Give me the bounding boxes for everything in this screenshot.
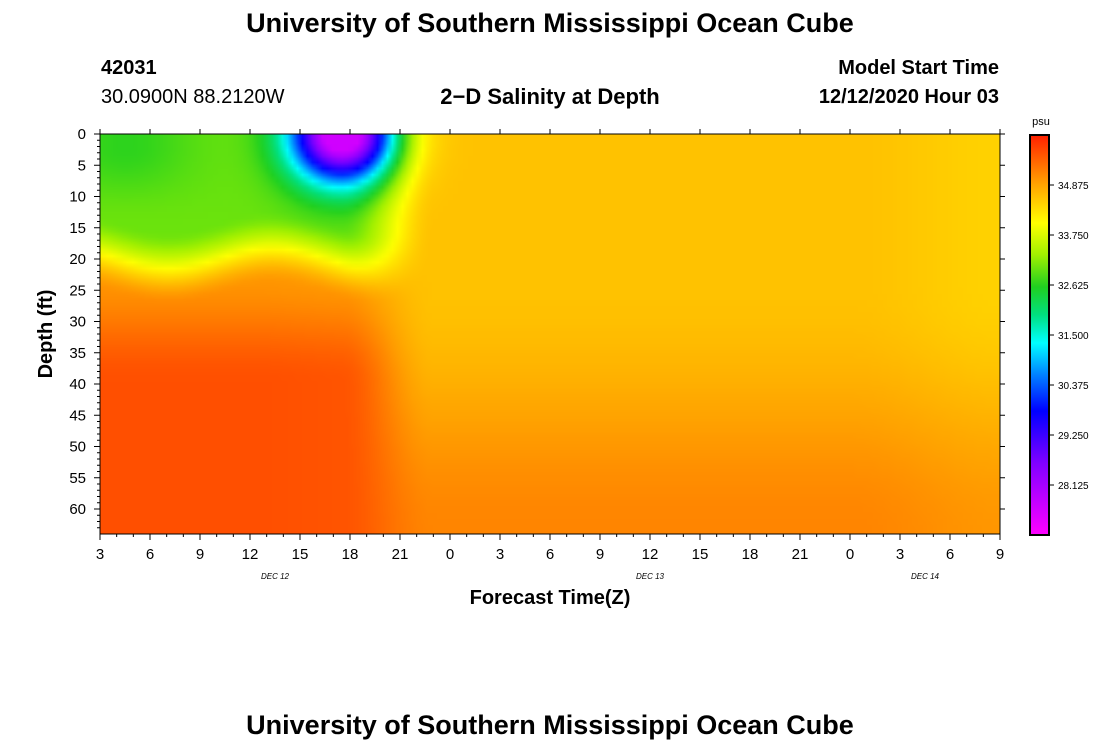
- x-tick-label: 9: [596, 546, 604, 563]
- x-tick-label: 15: [692, 546, 709, 563]
- y-axis-title: Depth (ft): [35, 290, 57, 379]
- colorbar-unit: psu: [1032, 116, 1050, 128]
- date-label: DEC 12: [261, 572, 290, 581]
- model-start-label: Model Start Time: [838, 57, 999, 79]
- y-tick-label: 0: [78, 126, 86, 143]
- colorbar-tick-label: 32.625: [1058, 281, 1089, 292]
- x-tick-label: 18: [342, 546, 359, 563]
- x-tick-label: 3: [96, 546, 104, 563]
- x-tick-label: 12: [642, 546, 659, 563]
- x-tick-label: 6: [146, 546, 154, 563]
- y-tick-label: 10: [69, 189, 86, 206]
- station-id: 42031: [101, 57, 157, 79]
- y-tick-label: 60: [69, 501, 86, 518]
- y-tick-label: 45: [69, 407, 86, 424]
- y-axis: 0 5 10 15 20 25 30 35 40 45 50 55 60: [69, 126, 1005, 529]
- y-tick-label: 20: [69, 251, 86, 268]
- x-tick-label: 18: [742, 546, 759, 563]
- x-axis-title: Forecast Time(Z): [470, 587, 631, 609]
- x-tick-label: 0: [846, 546, 854, 563]
- date-label: DEC 13: [636, 572, 665, 581]
- x-tick-label: 21: [392, 546, 409, 563]
- y-tick-label: 15: [69, 220, 86, 237]
- date-label: DEC 14: [911, 572, 940, 581]
- station-coords: 30.0900N 88.2120W: [101, 86, 285, 108]
- y-tick-label: 25: [69, 282, 86, 299]
- plot-title: 2−D Salinity at Depth: [440, 84, 660, 109]
- colorbar-tick-label: 30.375: [1058, 381, 1089, 392]
- date-labels: DEC 12 DEC 13 DEC 14: [261, 572, 940, 581]
- colorbar: [1029, 134, 1050, 536]
- x-tick-label: 6: [946, 546, 954, 563]
- y-tick-label: 35: [69, 345, 86, 362]
- y-tick-label: 40: [69, 376, 86, 393]
- x-tick-label: 9: [196, 546, 204, 563]
- y-tick-label: 5: [78, 157, 86, 174]
- x-tick-label: 12: [242, 546, 259, 563]
- x-tick-label: 3: [896, 546, 904, 563]
- x-tick-label: 21: [792, 546, 809, 563]
- footer-title: University of Southern Mississippi Ocean…: [246, 710, 854, 740]
- x-tick-label: 3: [496, 546, 504, 563]
- x-tick-label: 6: [546, 546, 554, 563]
- salinity-heatmap: [100, 134, 1000, 534]
- colorbar-tick-label: 28.125: [1058, 481, 1089, 492]
- x-axis: 3 6 9 12 15 18 21 0 3 6 9 12 15 18 21 0 3 6 9: [96, 129, 1004, 563]
- colorbar-tick-label: 34.875: [1058, 181, 1089, 192]
- model-start-value: 12/12/2020 Hour 03: [818, 86, 999, 108]
- y-tick-label: 50: [69, 439, 86, 456]
- y-tick-label: 55: [69, 470, 86, 487]
- x-tick-label: 9: [996, 546, 1004, 563]
- page-title: University of Southern Mississippi Ocean…: [246, 8, 854, 38]
- colorbar-tick-label: 31.500: [1058, 331, 1089, 342]
- colorbar-tick-label: 33.750: [1058, 231, 1089, 242]
- y-tick-label: 30: [69, 314, 86, 331]
- colorbar-tick-label: 29.250: [1058, 431, 1089, 442]
- x-tick-label: 0: [446, 546, 454, 563]
- x-tick-label: 15: [292, 546, 309, 563]
- colorbar-ticks: 28.125 29.250 30.375 31.500 32.625 33.750 34.8…: [1049, 181, 1089, 492]
